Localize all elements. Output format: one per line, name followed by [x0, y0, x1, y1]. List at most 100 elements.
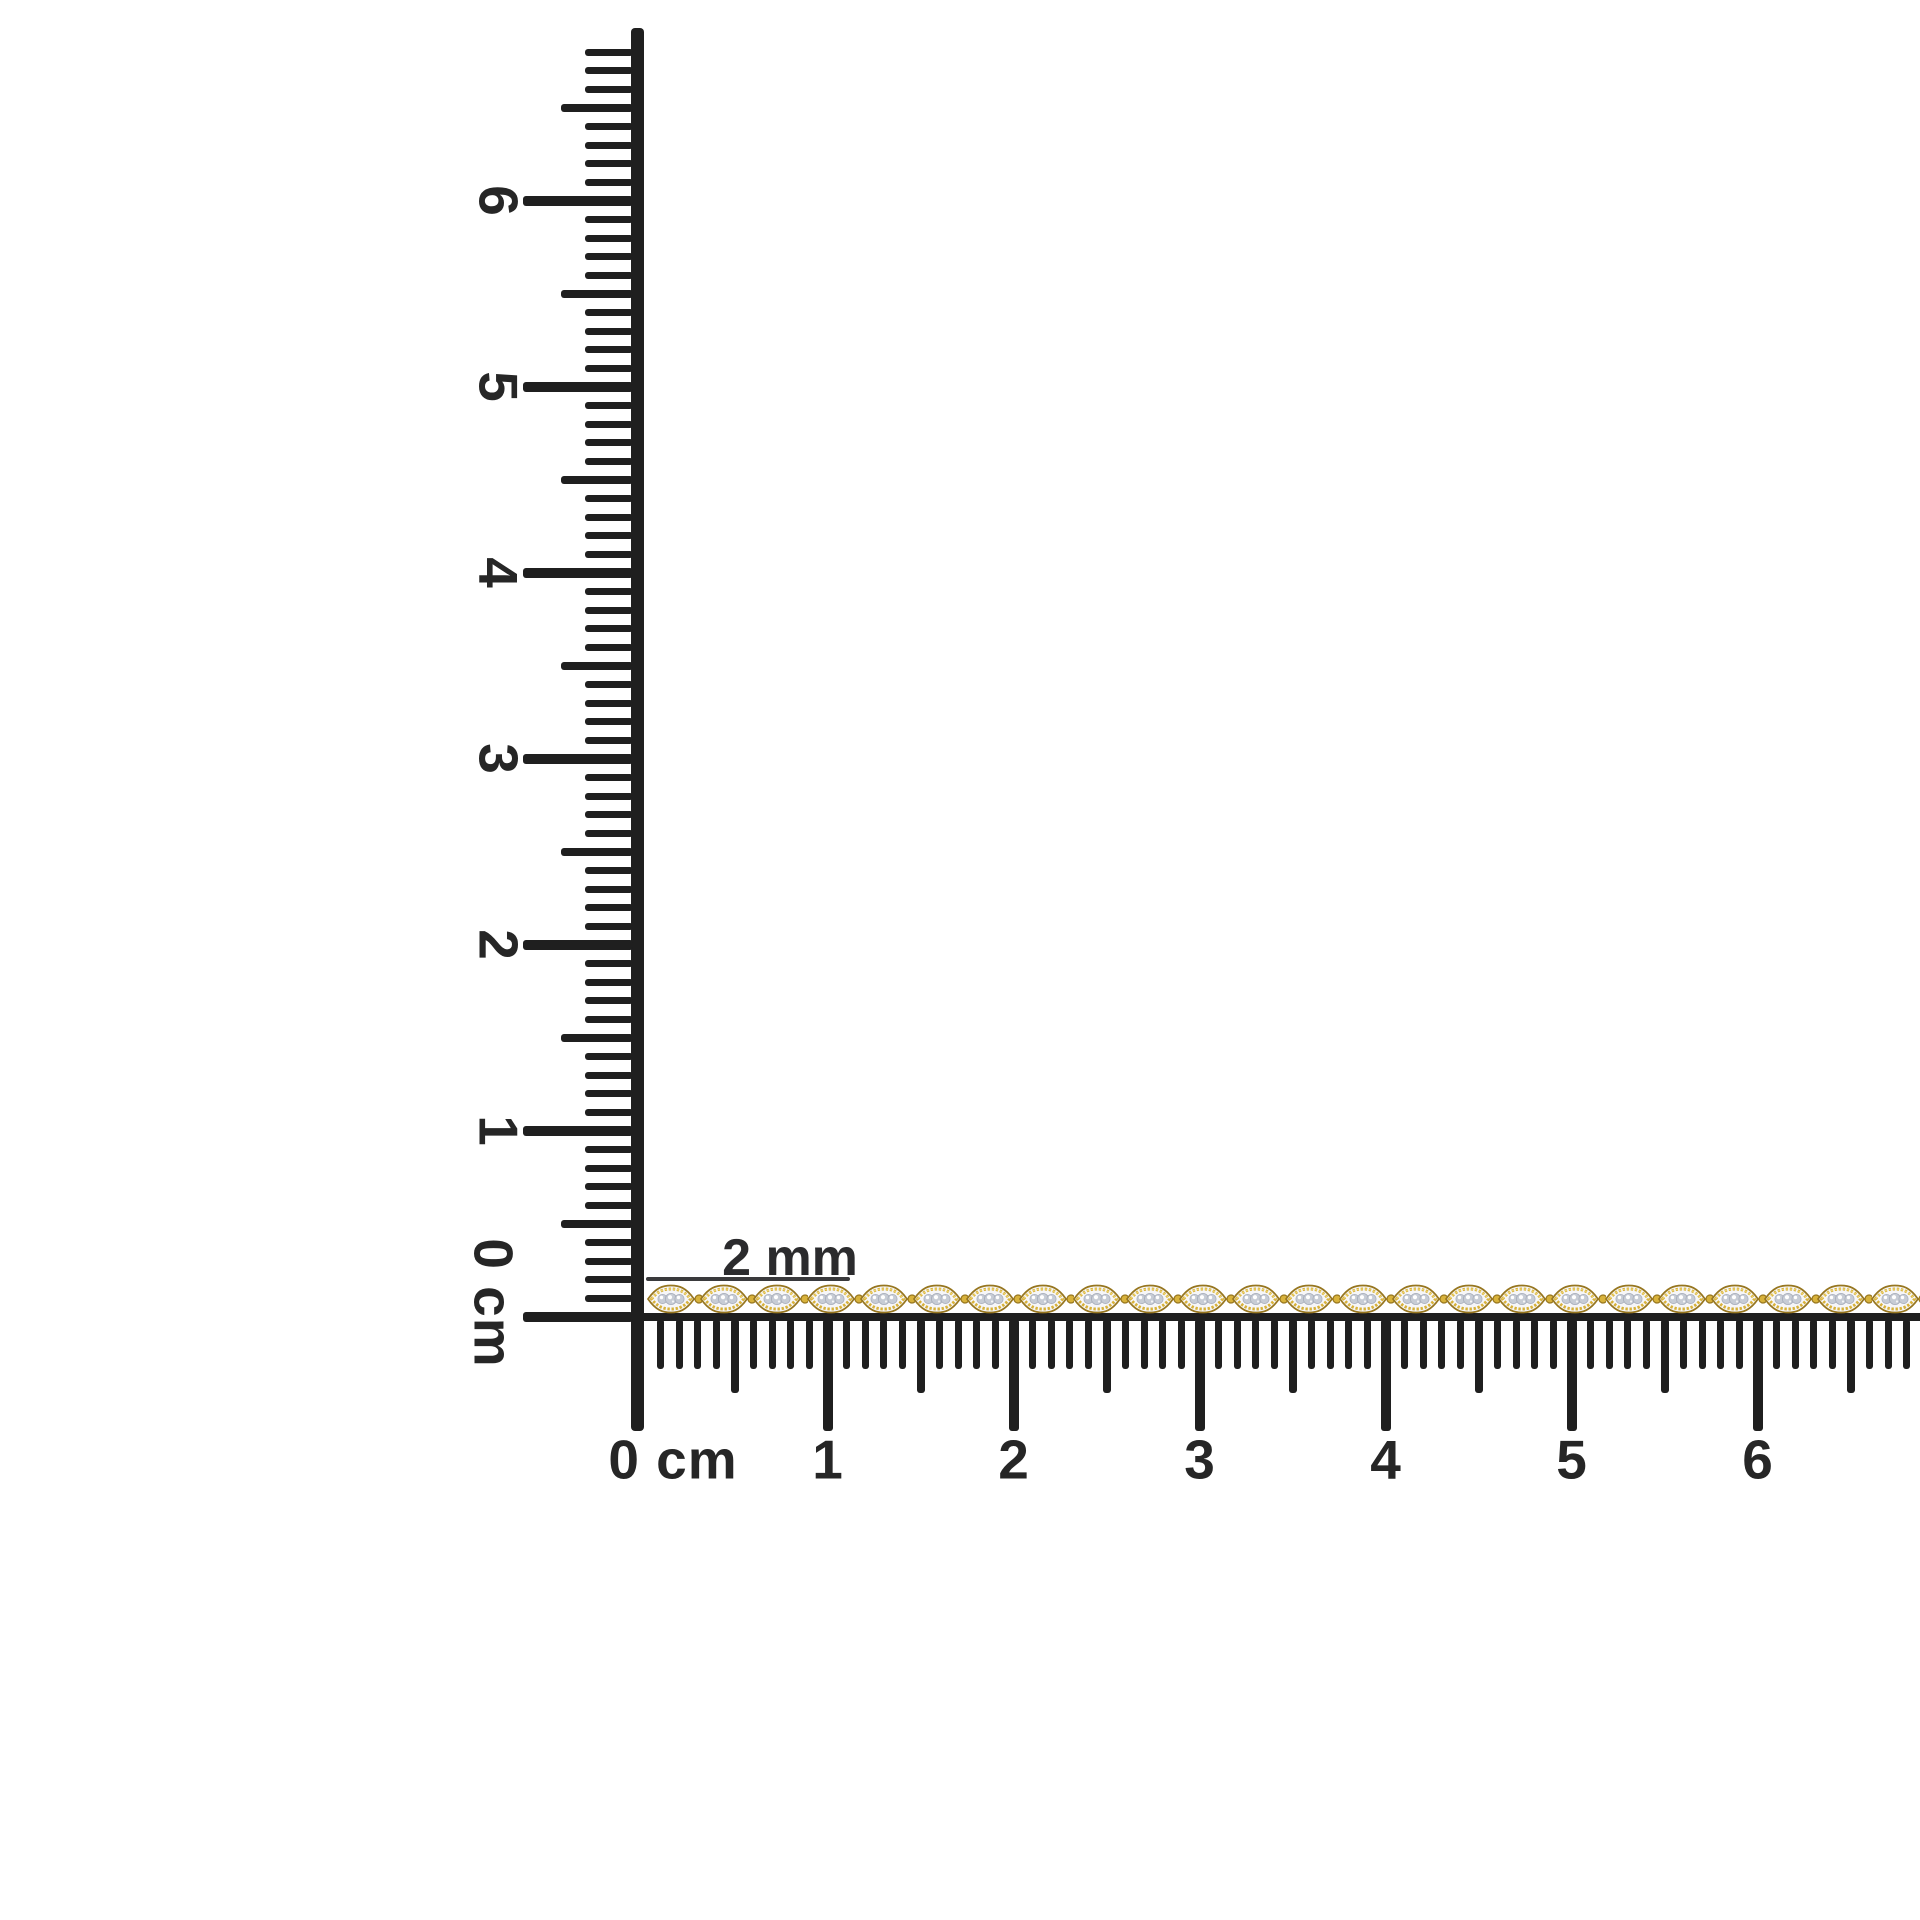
ruler-tick: [1438, 1319, 1446, 1369]
diamond-sparkle: [836, 1295, 840, 1300]
chain-link: [1498, 1284, 1554, 1314]
width-indicator-line: [646, 1277, 850, 1281]
ruler-tick: [561, 848, 633, 856]
diamond-sparkle: [1203, 1300, 1207, 1303]
diamond-sparkle: [1306, 1295, 1311, 1300]
ruler-tick: [585, 885, 633, 893]
diamond-sparkle: [1421, 1295, 1425, 1300]
ruler-tick: [523, 196, 633, 206]
ruler-tick: [585, 1201, 633, 1209]
diamond-sparkle: [783, 1295, 787, 1300]
ruler-tick: [1308, 1319, 1316, 1369]
link-highlight: [1342, 1288, 1383, 1300]
link-highlight: [1768, 1288, 1809, 1300]
chain-link: [1338, 1284, 1394, 1314]
link-highlight: [917, 1288, 957, 1300]
ruler-label: 6: [1742, 1428, 1774, 1491]
diamond-sparkle: [1097, 1300, 1100, 1303]
ruler-tick: [1847, 1319, 1855, 1393]
diamond-sparkle: [1138, 1295, 1142, 1300]
diamond-sparkle: [1298, 1295, 1302, 1300]
diamond: [1685, 1293, 1696, 1304]
ruler-tick: [898, 1319, 906, 1369]
ruler-tick: [585, 234, 633, 242]
ruler-tick: [768, 1319, 776, 1369]
ruler-tick: [585, 271, 633, 279]
ruler-tick: [523, 382, 633, 392]
diamond-sparkle: [1847, 1295, 1851, 1300]
diamond-sparkle: [1253, 1295, 1258, 1300]
ruler-tick: [585, 643, 633, 651]
diamond-sparkle: [1830, 1295, 1834, 1300]
diamond-sparkle: [1155, 1295, 1159, 1300]
diamond-sparkle: [1363, 1300, 1366, 1303]
chain-link: [1072, 1284, 1128, 1314]
diamond-sparkle: [884, 1300, 887, 1303]
link-highlight: [1661, 1288, 1702, 1300]
chain-link: [1444, 1284, 1500, 1314]
chain-link: [646, 1284, 702, 1314]
link-highlight: [1715, 1288, 1755, 1300]
chain-link: [1178, 1284, 1234, 1314]
diamond: [1578, 1293, 1589, 1304]
link-highlight: [863, 1288, 904, 1300]
ruler-tick: [1029, 1319, 1037, 1369]
ruler-tick: [585, 867, 633, 875]
diamond-sparkle: [1731, 1295, 1737, 1300]
ruler-tick: [1084, 1319, 1092, 1369]
ruler-tick: [1122, 1319, 1130, 1369]
diamond-sparkle: [1519, 1295, 1524, 1300]
diamond: [1206, 1293, 1217, 1304]
diamond-sparkle: [978, 1295, 983, 1300]
ruler-tick: [585, 1071, 633, 1079]
ruler-tick: [561, 1220, 633, 1228]
diamond-sparkle: [1032, 1295, 1036, 1300]
ruler-tick: [585, 681, 633, 689]
diamond-sparkle: [1634, 1295, 1638, 1300]
diamond-sparkle: [937, 1300, 941, 1303]
diamond-sparkle: [1150, 1300, 1153, 1303]
diamond: [834, 1293, 845, 1304]
diamond-sparkle: [1093, 1295, 1098, 1300]
chain-link: [966, 1284, 1022, 1314]
ruler-tick: [1456, 1319, 1464, 1369]
diamond-sparkle: [872, 1295, 876, 1300]
diamond-sparkle: [1315, 1295, 1319, 1300]
diamond: [1791, 1293, 1802, 1304]
ruler-tick: [585, 309, 633, 317]
diamond-sparkle: [1785, 1295, 1790, 1300]
diamond-sparkle: [1789, 1300, 1792, 1303]
link-highlight: [1129, 1288, 1170, 1300]
diamond-sparkle: [676, 1295, 681, 1300]
diamond-sparkle: [1244, 1295, 1249, 1300]
ruler-label: 4: [1370, 1428, 1402, 1491]
ruler-tick: [585, 792, 633, 800]
diamond-sparkle: [1838, 1295, 1843, 1300]
ruler-tick: [880, 1319, 888, 1369]
ruler-tick: [585, 736, 633, 744]
ruler-tick: [585, 216, 633, 224]
ruler-tick: [1810, 1319, 1818, 1369]
ruler-tick: [585, 1183, 633, 1191]
diamond-sparkle: [1199, 1295, 1205, 1300]
ruler-tick: [585, 625, 633, 633]
ruler-tick: [1549, 1319, 1557, 1369]
diamond-sparkle: [925, 1295, 930, 1300]
link-highlight: [1874, 1288, 1915, 1300]
diamond: [1366, 1293, 1377, 1304]
diamond-sparkle: [1191, 1295, 1196, 1300]
ruler-tick: [585, 1257, 633, 1265]
diamond: [1844, 1293, 1855, 1304]
ruler-tick: [585, 346, 633, 354]
ruler-tick: [1512, 1319, 1520, 1369]
ruler-tick: [585, 997, 633, 1005]
chain-link: [1285, 1284, 1341, 1314]
ruler-tick: [1363, 1319, 1371, 1369]
ruler-tick: [1252, 1319, 1260, 1369]
ruler-tick: [585, 1294, 633, 1302]
diamond-sparkle: [1359, 1295, 1364, 1300]
ruler-tick: [805, 1319, 813, 1369]
ruler-tick: [585, 327, 633, 335]
